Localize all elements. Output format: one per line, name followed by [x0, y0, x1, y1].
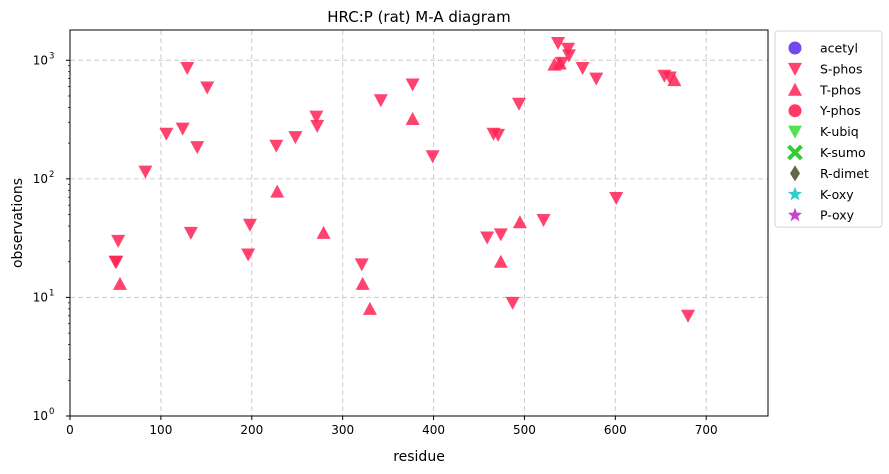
legend-label: Y-phos [819, 103, 861, 118]
data-point-s-phos [480, 231, 495, 245]
y-tick-label: 10 [33, 290, 48, 304]
data-point-s-phos [405, 78, 420, 92]
data-point-s-phos [662, 71, 677, 85]
y-tick-label: 10 [33, 172, 48, 186]
y-tick-exponent: 2 [49, 170, 54, 180]
legend-label: K-ubiq [820, 124, 859, 139]
x-tick-label: 600 [604, 423, 627, 437]
data-point-s-phos [681, 309, 696, 323]
data-point-s-phos [536, 213, 551, 227]
x-axis-label: residue [393, 449, 445, 465]
y-tick-exponent: 0 [49, 407, 54, 417]
x-tick-label: 400 [422, 423, 445, 437]
legend-marker-k-sumo [787, 144, 803, 161]
data-point-t-phos [493, 254, 508, 268]
y-tick-label: 10 [33, 53, 48, 67]
data-point-t-phos [355, 276, 370, 290]
data-point-t-phos [512, 215, 527, 229]
data-point-t-phos [270, 184, 285, 198]
data-point-s-phos [505, 296, 520, 310]
data-point-s-phos [589, 72, 604, 86]
data-point-t-phos [112, 276, 127, 290]
data-point-s-phos [373, 94, 388, 108]
data-point-s-phos [138, 165, 153, 179]
data-point-s-phos [159, 127, 174, 141]
legend-label: K-oxy [820, 187, 854, 202]
x-tick-label: 700 [695, 423, 718, 437]
data-point-t-phos [316, 225, 331, 239]
legend: acetyl S-phos T-phos Y-phos K-ubiq K-sumo R-di… [774, 30, 883, 228]
data-point-s-phos [561, 49, 576, 63]
legend-marker-p-oxy [787, 207, 803, 222]
data-point-t-phos [362, 301, 377, 315]
data-point-t-phos [552, 56, 567, 70]
y-tick-exponent: 3 [49, 51, 54, 61]
data-point-s-phos [511, 97, 526, 111]
data-point-s-phos [183, 226, 198, 240]
data-point-s-phos [241, 248, 256, 262]
data-point-s-phos [609, 191, 624, 205]
y-tick-exponent: 1 [49, 288, 54, 298]
data-point-s-phos [310, 119, 325, 133]
legend-label: R-dimet [820, 166, 869, 181]
x-tick-label: 500 [513, 423, 536, 437]
data-point-s-phos [425, 150, 440, 164]
data-point-t-phos [405, 111, 420, 125]
grid [70, 30, 768, 416]
data-point-s-phos [561, 42, 576, 56]
legend-label: P-oxy [820, 208, 855, 223]
data-point-s-phos [309, 110, 324, 124]
data-point-s-phos [288, 131, 303, 145]
data-points [108, 36, 696, 323]
legend-marker-r-dimet [790, 165, 800, 182]
legend-marker-y-phos [788, 104, 802, 118]
data-point-s-phos [175, 122, 190, 136]
data-point-s-phos [111, 234, 126, 248]
data-point-s-phos [551, 36, 566, 50]
data-point-s-phos [180, 62, 195, 76]
data-point-s-phos [493, 228, 508, 242]
data-point-s-phos [200, 81, 215, 95]
x-tick-label: 0 [66, 423, 74, 437]
legend-label: T-phos [819, 82, 861, 97]
legend-marker-k-oxy [787, 186, 803, 201]
data-point-s-phos [190, 141, 205, 155]
y-axis-label: observations [10, 178, 26, 268]
legend-marker-s-phos [788, 62, 802, 76]
plot-frame [69, 29, 769, 417]
chart-title: HRC:P (rat) M-A diagram [327, 8, 510, 26]
data-point-t-phos [667, 73, 682, 87]
legend-label: S-phos [820, 61, 862, 76]
x-tick-label: 300 [331, 423, 354, 437]
x-tick-label: 100 [149, 423, 172, 437]
legend-label: K-sumo [820, 145, 866, 160]
x-axis: 0 100 200 300 400 500 600 700 [66, 416, 718, 437]
y-tick-label: 10 [33, 409, 48, 423]
data-point-s-phos [242, 218, 257, 232]
legend-marker-acetyl [788, 41, 802, 55]
legend-label: acetyl [820, 41, 858, 56]
data-point-s-phos [269, 139, 284, 153]
data-point-s-phos [109, 255, 124, 269]
legend-box [774, 30, 883, 228]
data-point-s-phos [491, 128, 506, 142]
legend-marker-t-phos [788, 82, 802, 96]
data-point-s-phos [575, 62, 590, 76]
legend-marker-k-ubiq [788, 125, 802, 139]
x-tick-label: 200 [240, 423, 263, 437]
data-point-s-phos [354, 258, 369, 272]
